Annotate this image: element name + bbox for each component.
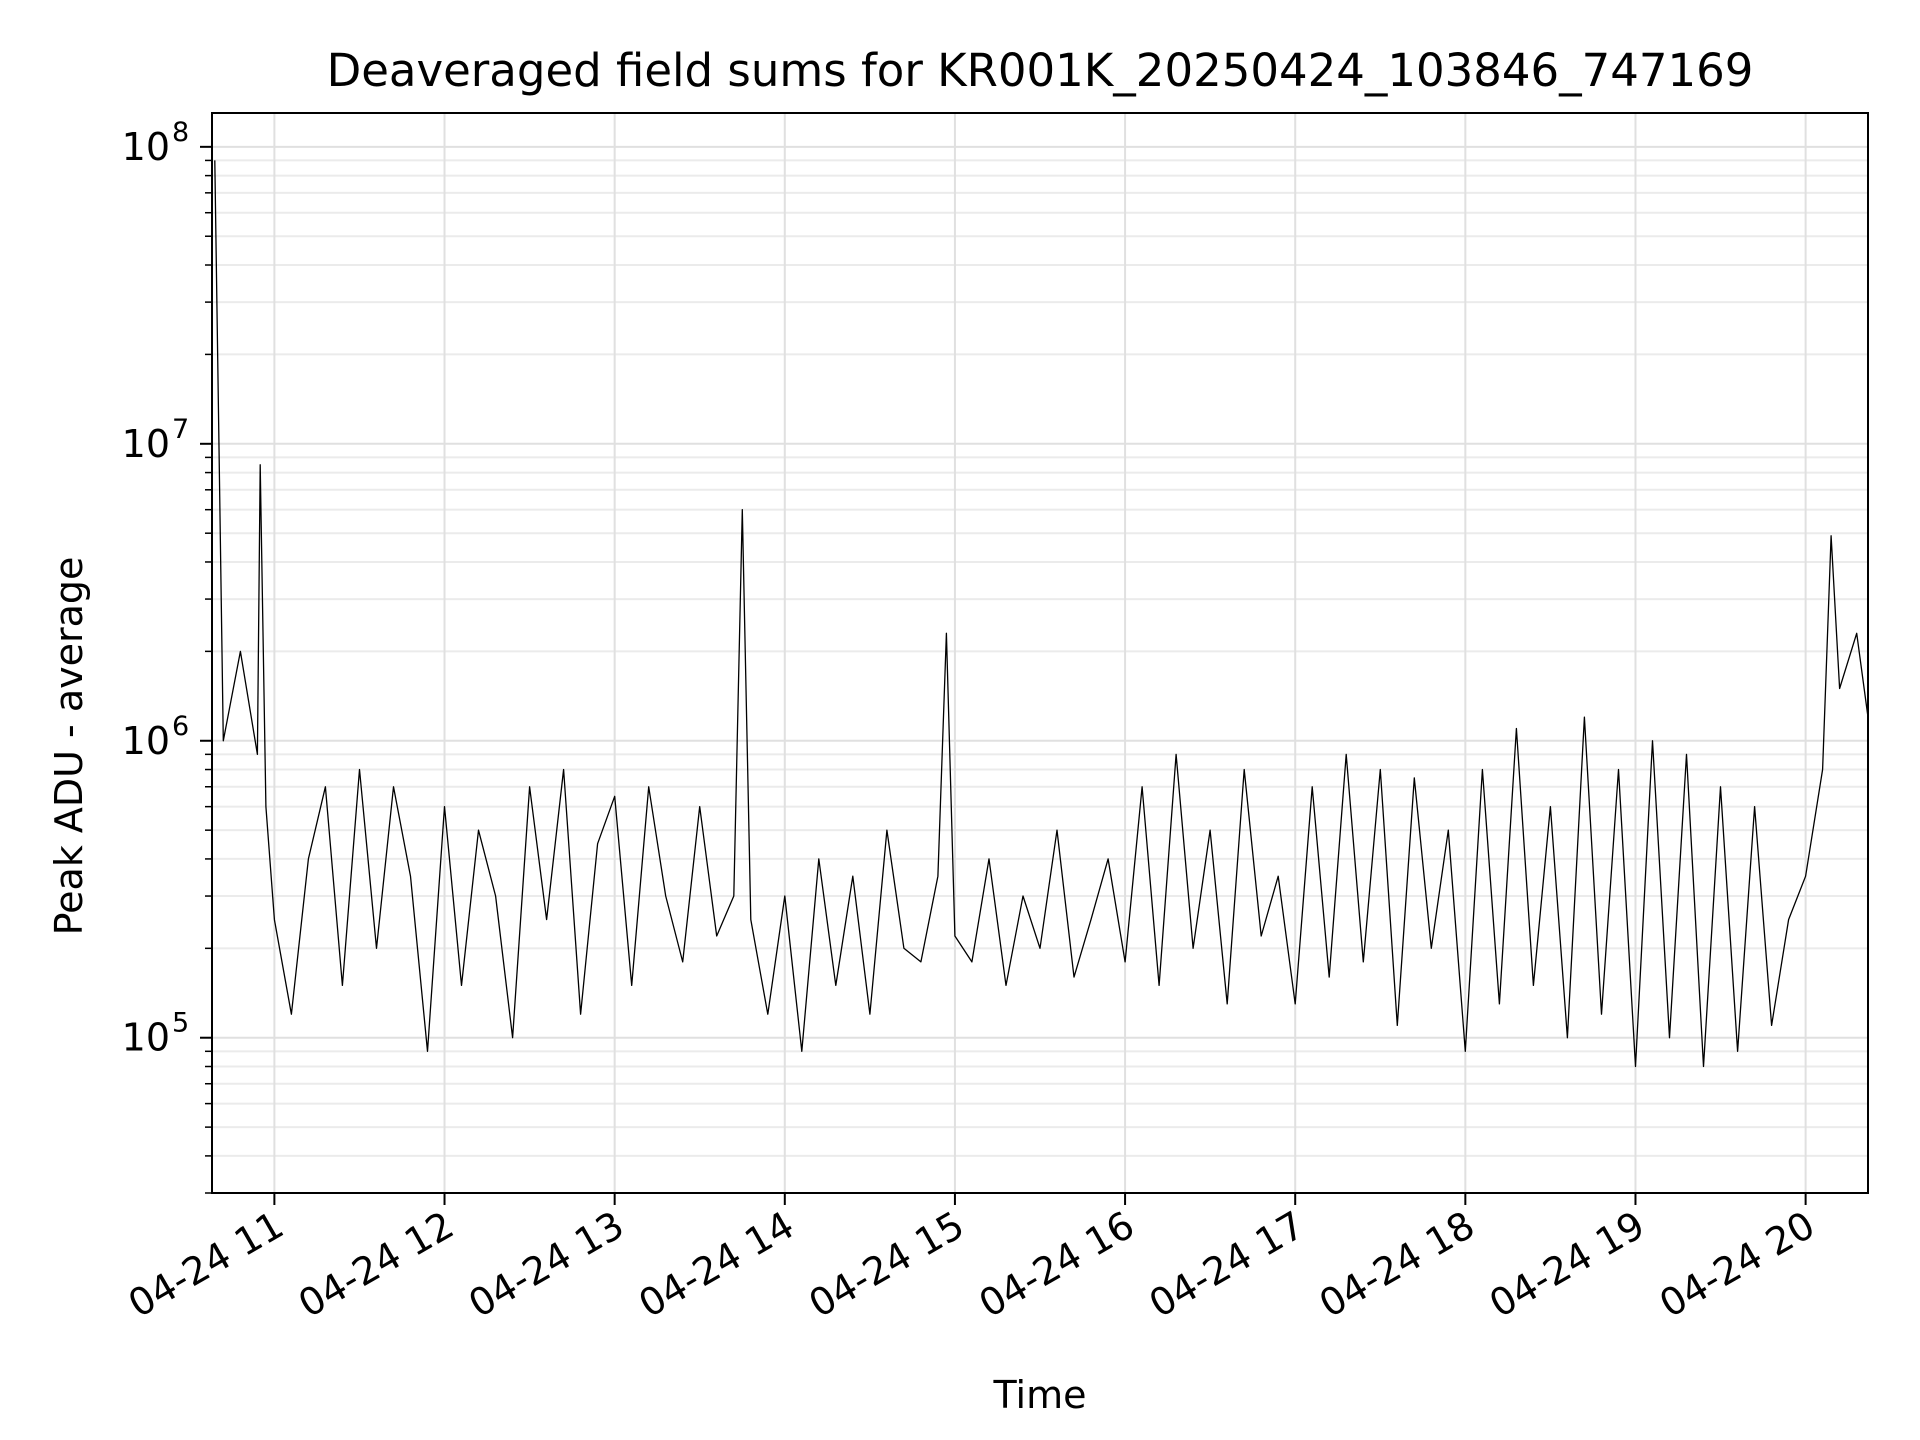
y-tick-exponent: 6 <box>172 711 189 742</box>
x-tick-label: 04-24 15 <box>801 1203 971 1327</box>
x-tick-label: 04-24 16 <box>972 1203 1142 1327</box>
series-line <box>214 160 1869 1068</box>
major-gridlines <box>212 113 1868 1193</box>
x-axis-ticks: 04-24 11 04-24 12 04-24 13 04-24 14 04-24 15… <box>121 1193 1822 1326</box>
minor-gridlines <box>212 159 1868 1194</box>
x-tick-label: 04-24 18 <box>1312 1203 1482 1327</box>
x-tick-label: 04-24 14 <box>631 1203 801 1327</box>
x-tick-label: 04-24 12 <box>291 1203 461 1327</box>
x-tick-label: 04-24 11 <box>121 1203 291 1327</box>
y-tick-label: 10 <box>122 125 170 169</box>
x-tick-label: 04-24 19 <box>1482 1203 1652 1327</box>
y-tick-exponent: 8 <box>172 117 189 148</box>
x-axis-label: Time <box>993 1373 1087 1417</box>
y-axis-label: Peak ADU - average <box>47 557 91 936</box>
x-tick-label: 04-24 20 <box>1652 1203 1822 1327</box>
plot-frame <box>211 112 1869 1194</box>
y-tick-label: 10 <box>122 422 170 466</box>
y-tick-label: 10 <box>122 1016 170 1060</box>
x-tick-label: 04-24 13 <box>461 1203 631 1327</box>
chart-title: Deaveraged field sums for KR001K_2025042… <box>327 44 1754 97</box>
y-tick-exponent: 5 <box>172 1008 189 1039</box>
y-tick-exponent: 7 <box>172 414 189 445</box>
y-tick-label: 10 <box>122 719 170 763</box>
x-tick-label: 04-24 17 <box>1142 1203 1312 1327</box>
